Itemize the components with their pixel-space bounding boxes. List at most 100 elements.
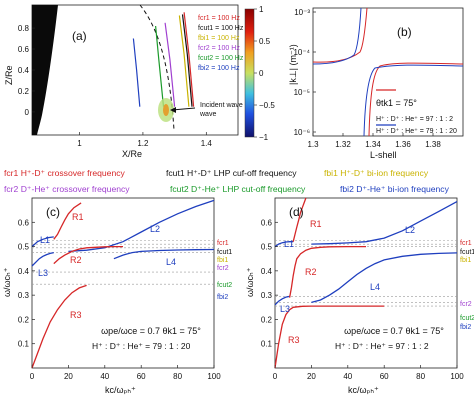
panel-b-xtick-label: 1.3 xyxy=(307,140,319,149)
dispersion-curve-L3 xyxy=(31,251,54,267)
ytick-label: 0.3 xyxy=(18,291,30,300)
panel-a-ylabel: Z/Re xyxy=(4,65,14,85)
dispersion-curve-L3 xyxy=(274,295,290,306)
panel-b-ytick-label: 10⁻⁶ xyxy=(294,128,310,137)
colorbar-tick-label: −1 xyxy=(259,133,269,142)
level-label-fcut2: fcut2 xyxy=(217,282,232,289)
colorbar: 1 0.5 0 −0.5 −1 xyxy=(244,5,275,142)
xtick-label: 100 xyxy=(207,372,221,381)
curve-label-L4: L4 xyxy=(166,257,176,267)
panel-b-label: (b) xyxy=(397,25,412,39)
level-label-fbi1: fbi1 xyxy=(460,257,471,264)
curve-label-L4: L4 xyxy=(370,282,380,292)
colorbar-tick-label: 0 xyxy=(259,69,264,78)
params-text: ωpe/ωce = 0.7 θk1 = 75° xyxy=(101,326,201,336)
dispersion-curve-L2 xyxy=(68,199,215,253)
curve-label-R3: R3 xyxy=(288,335,300,345)
colorbar-tick-label: 1 xyxy=(259,5,264,14)
ray-path-fbi2 xyxy=(132,38,141,107)
ray-path-fcr1 xyxy=(183,12,195,107)
dispersion-curve-L4 xyxy=(113,248,215,260)
xlabel: kc/ωₚₕ⁺ xyxy=(348,385,379,395)
ytick-label: 0.4 xyxy=(18,267,30,276)
xtick-label: 20 xyxy=(64,372,73,381)
panel-b-ytick-label: 10⁻⁵ xyxy=(294,88,310,97)
dispersion-curve-L2 xyxy=(311,201,458,245)
ytick-label: 0.5 xyxy=(261,243,273,252)
panel-b-blue-curve-right xyxy=(363,64,464,137)
ytick-label: 0.1 xyxy=(18,340,30,349)
panel-b-theta: θtk1 = 75° xyxy=(376,98,417,108)
panel-b-xtick-label: 1.34 xyxy=(365,140,381,149)
panel-b-blue-curve-left xyxy=(312,7,362,65)
xtick-label: 60 xyxy=(380,372,389,381)
level-label-fcut1: fcut1 xyxy=(460,249,474,256)
xtick-label: 0 xyxy=(30,372,35,381)
panel-a-y-ticks: 0 0.2 0.4 0.6 0.8 xyxy=(18,24,35,117)
curve-label-R1: R1 xyxy=(310,219,322,229)
ytick-label: 0.6 xyxy=(18,218,30,227)
curve-label-L3: L3 xyxy=(280,304,290,314)
xlabel: kc/ωₚₕ⁺ xyxy=(105,385,136,395)
ray-path-fcr2 xyxy=(164,22,176,107)
ytick-label: 0.3 xyxy=(261,291,273,300)
xtick-label: 20 xyxy=(307,372,316,381)
panel-b-xlabel: L-shell xyxy=(370,150,397,160)
panel-b-xtick-label: 1.36 xyxy=(395,140,411,149)
level-label-fcr1: fcr1 xyxy=(460,240,472,247)
params-text: ωpe/ωce = 0.7 θk1 = 75° xyxy=(344,326,444,336)
panel-a-frame xyxy=(31,4,239,136)
panel-b-ylabel: |k⊥| (m⁻¹) xyxy=(288,44,298,85)
panel-b-xtick-label: 1.38 xyxy=(425,140,441,149)
ytick-label: 0.2 xyxy=(18,315,30,324)
dispersion-curve-R2 xyxy=(53,245,123,265)
level-label-fbi2: fbi2 xyxy=(217,294,228,301)
dispersion-curve-L1 xyxy=(31,236,54,248)
composition-text: H⁺ : D⁺ : He⁺ = 97 : 1 : 2 xyxy=(335,341,429,351)
panel-b-red-curve-right xyxy=(368,62,464,137)
curve-label-R2: R2 xyxy=(70,255,82,265)
level-label-fcr2: fcr2 xyxy=(460,301,472,308)
ylabel: ω/ωᴄₕ⁺ xyxy=(2,267,12,297)
panel-a-xtick-label: 1.4 xyxy=(201,139,213,148)
panel-a-x-ticks: 1 1.2 1.4 xyxy=(77,132,212,148)
curve-label-L3: L3 xyxy=(38,268,48,278)
ray-path-fcut1 xyxy=(181,14,193,107)
ray-path-fcut2 xyxy=(155,25,165,107)
panel-b-legend-blue: H⁺ : D⁺ : He⁺ = 79 : 1 : 20 xyxy=(376,128,457,135)
xtick-label: 100 xyxy=(450,372,464,381)
panel-b-ytick-label: 10⁻⁴ xyxy=(293,48,310,57)
incident-wave-core xyxy=(163,104,169,116)
level-label-fcr2: fcr2 xyxy=(217,265,229,272)
legend-entry: fbi1 H⁺-D⁺ bi-ion frequency xyxy=(324,168,429,178)
xtick-label: 40 xyxy=(343,372,352,381)
dispersion-curve-R2 xyxy=(288,245,366,298)
legend-entry: fcut1 H⁺-D⁺ LHP cuf-off frequency xyxy=(166,168,297,178)
panel-label: (c) xyxy=(46,205,60,219)
panel-a-xtick-label: 1 xyxy=(77,139,82,148)
panel-a-legend-item: fbi1 = 100 Hz xyxy=(198,35,240,42)
level-label-fcut2: fcut2 xyxy=(460,315,474,322)
colorbar-ticks: 1 0.5 0 −0.5 −1 xyxy=(254,5,275,142)
panel-label: (d) xyxy=(289,205,304,219)
dispersion-curve-R3 xyxy=(274,305,385,369)
composition-text: H⁺ : D⁺ : He⁺ = 79 : 1 : 20 xyxy=(92,341,191,351)
panel-b-ytick-label: 10⁻³ xyxy=(294,8,310,17)
colorbar-gradient xyxy=(244,8,255,138)
panel-b-xtick-label: 1.32 xyxy=(335,140,351,149)
legend-entry: fcr2 D⁺-He⁺ crossover frequency xyxy=(4,184,130,194)
legend-entry: fbi2 D⁺-He⁺ bi-ion frequency xyxy=(340,184,450,194)
ytick-label: 0.5 xyxy=(18,243,30,252)
panel-b-y-ticks: 10⁻³ 10⁻⁴ 10⁻⁵ 10⁻⁶ xyxy=(293,8,316,137)
level-label-fbi1: fbi1 xyxy=(217,257,228,264)
panel-a-legend-item: fcr2 = 100 Hz xyxy=(198,45,240,52)
curve-label-L2: L2 xyxy=(405,225,415,235)
curve-label-R2: R2 xyxy=(305,267,317,277)
xtick-label: 40 xyxy=(100,372,109,381)
panel-a-xtick-label: 1.2 xyxy=(137,139,149,148)
level-label-fbi2: fbi2 xyxy=(460,324,471,331)
legend-entry: fcr1 H⁺-D⁺ crossover frequency xyxy=(4,168,126,178)
ytick-label: 0.2 xyxy=(261,315,273,324)
